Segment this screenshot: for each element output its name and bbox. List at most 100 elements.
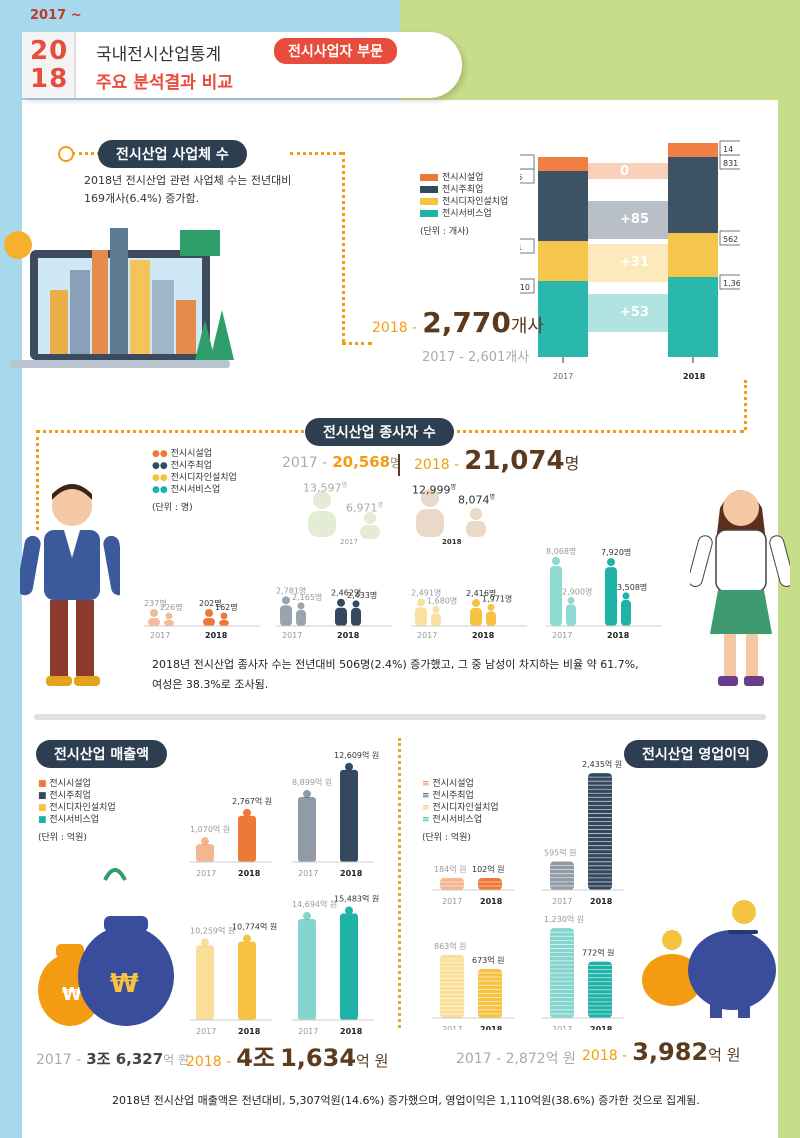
x-tick-label: 2017 <box>298 1027 318 1036</box>
total-unit: 명 <box>564 454 580 473</box>
bar-segment <box>538 157 588 171</box>
male-head-icon <box>282 596 290 605</box>
legend-item: 전시서비스업 <box>420 208 508 220</box>
x-tick-label: 2017 <box>442 1025 462 1030</box>
profit-total-2017: 2017 - 2,872억 원 <box>456 1051 576 1067</box>
svg-text:2017: 2017 <box>340 538 358 546</box>
legend-label: 전시시설업 <box>442 173 484 183</box>
legend-label: 전시서비스업 <box>49 815 100 825</box>
female-head-icon <box>432 606 440 614</box>
male-value-label: 237명 <box>144 598 167 608</box>
total-unit: 억 원 <box>356 1052 389 1070</box>
male-value-label: 8,068명 <box>546 546 576 556</box>
value-label: 10,259억 원 <box>190 925 235 935</box>
employees-legend: ●● 전시시설업 ●● 전시주최업 ●● 전시디자인설치업 ●● 전시서비스업 … <box>152 448 237 514</box>
value-label: 10,774억 원 <box>232 922 277 932</box>
sales-bar <box>340 769 358 862</box>
x-tick-label: 2018 <box>340 1027 363 1036</box>
legend-label: 전시주최업 <box>432 791 474 801</box>
value-label: 1,310 <box>520 283 530 292</box>
page-title: 국내전시산업통계 <box>96 45 222 65</box>
footer-note: 2018년 전시산업 매출액은 전년대비, 5,307억원(14.6%) 증가했… <box>112 1094 700 1107</box>
bar-segment <box>668 233 718 277</box>
male-head-icon <box>150 609 158 617</box>
value-label: 14,694억 원 <box>292 899 337 909</box>
x-tick-label: 2018 <box>480 897 503 906</box>
city-illustration <box>4 228 234 368</box>
legend-item: ■ 전시주최업 <box>38 791 91 801</box>
bag-top-icon <box>201 837 209 846</box>
female-value-label: 1,680명 <box>427 596 457 606</box>
dotted-line <box>342 342 372 345</box>
bag-top-icon <box>303 789 311 798</box>
bar-segment <box>668 277 718 357</box>
companies-total-2017: 2017 - 2,601개사 <box>422 350 530 365</box>
x-tick-label: 2018 <box>683 372 706 381</box>
total-prefix: 2018 - <box>582 1048 628 1064</box>
legend-label: 전시디자인설치업 <box>170 473 237 483</box>
value-label: 562 <box>723 235 738 244</box>
x-tick-label: 2017 <box>282 631 302 640</box>
legend-item: ≡ 전시주최업 <box>422 791 474 801</box>
female-head-icon <box>220 612 228 620</box>
total-prefix: 2018 - <box>186 1054 232 1070</box>
value-label: 1,070억 원 <box>190 824 230 834</box>
female-2017: 6,971명 <box>346 500 383 515</box>
bar-segment <box>668 143 718 157</box>
male-bar <box>335 607 347 626</box>
female-head-icon <box>297 602 305 610</box>
unit-suffix: 명 <box>377 502 384 509</box>
bag-top-icon <box>303 911 311 920</box>
total-prefix: 2017 - <box>282 455 328 471</box>
legend-label: 전시서비스업 <box>432 815 483 825</box>
male-value-label: 7,920명 <box>601 547 631 557</box>
legend-item: ≡ 전시서비스업 <box>422 815 483 825</box>
total-2018-value: 2,770 <box>422 306 511 339</box>
female-head-icon <box>165 612 173 620</box>
male-head-icon <box>472 599 480 608</box>
companies-desc-1: 2018년 전시산업 관련 사업체 수는 전년대비 <box>84 174 292 187</box>
x-tick-label: 2018 <box>590 1025 613 1030</box>
dotted-line <box>744 380 747 430</box>
profit-total-2018: 2018 - 3,982억 원 <box>582 1038 741 1066</box>
page-subtitle: 주요 분석결과 비교 <box>96 73 233 93</box>
value-label: 1,363 <box>723 279 740 288</box>
legend-label: 전시서비스업 <box>170 485 221 495</box>
value-label: 531 <box>520 243 522 252</box>
legend-item: ■ 전시서비스업 <box>38 815 100 825</box>
sales-title: 전시산업 매출액 <box>36 740 168 768</box>
x-tick-label: 2017 <box>553 372 573 381</box>
legend-swatch <box>420 198 438 205</box>
legend-item: 전시주최업 <box>420 184 508 196</box>
x-tick-label: 2018 <box>472 631 495 640</box>
value-label: 673억 원 <box>472 955 505 965</box>
male-value-label: 2,416명 <box>466 588 496 598</box>
x-tick-label: 2017 <box>196 869 216 878</box>
total-value: 20,568 <box>332 453 391 471</box>
bag-top-icon <box>345 906 353 915</box>
legend-label: 전시디자인설치업 <box>442 197 509 207</box>
total-value-b: 1,634 <box>280 1044 357 1072</box>
legend-item: 전시시설업 <box>420 172 508 184</box>
unit-label: (단위 : 억원) <box>422 833 471 843</box>
connector-band <box>588 163 668 179</box>
value-label: 14 <box>723 145 733 154</box>
value-label-box <box>719 140 740 156</box>
unit-label: (단위 : 억원) <box>38 833 87 843</box>
woman-illustration <box>690 490 790 686</box>
male-value-label: 2,462명 <box>331 588 361 598</box>
employees-desc-2: 여성은 38.3%로 조사됨. <box>152 678 269 691</box>
coin-stack <box>550 861 574 890</box>
value-label: 2,767억 원 <box>232 796 272 806</box>
connector-band <box>588 294 668 332</box>
dotted-line <box>342 152 345 342</box>
dotted-line <box>72 152 100 155</box>
male-value-label: 202명 <box>199 598 222 608</box>
connector-band <box>588 201 668 239</box>
companies-chart: 1,3105317461420171,3635628311420180+85+3… <box>520 140 740 381</box>
female-2018-value: 8,074 <box>458 493 490 507</box>
female-value-label: 3,508명 <box>617 582 647 592</box>
x-tick-label: 2017 <box>552 897 572 906</box>
x-tick-label: 2018 <box>590 897 613 906</box>
value-label: 1,230억 원 <box>544 914 584 924</box>
